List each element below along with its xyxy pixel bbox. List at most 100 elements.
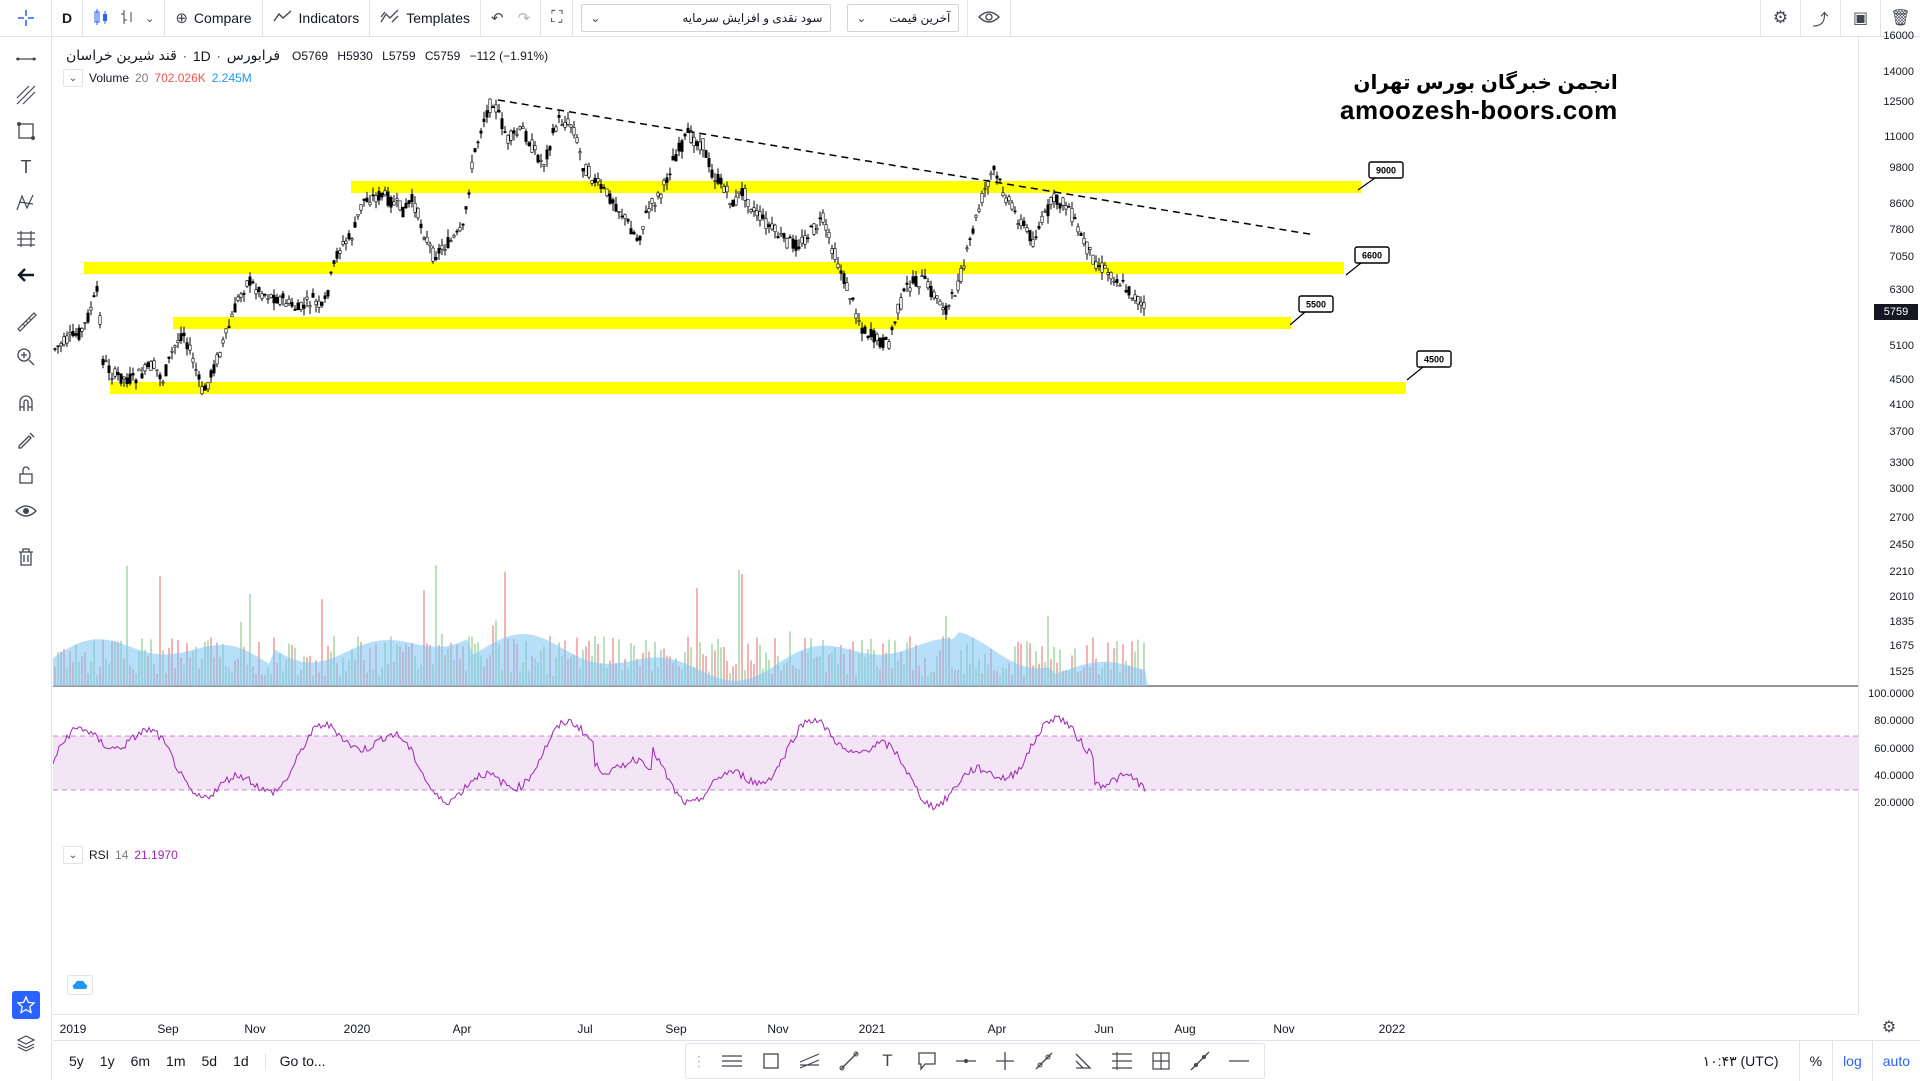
chart-type-button[interactable]: ⌄: [83, 0, 166, 37]
snapshot-button[interactable]: ▣: [1840, 0, 1880, 37]
volume-bar: [1074, 648, 1076, 686]
candle-body: [677, 142, 681, 152]
volume-bar: [723, 646, 725, 686]
zoom-in-icon[interactable]: [12, 343, 40, 371]
cloud-icon[interactable]: [67, 975, 93, 995]
callout-pointer: [1357, 177, 1376, 191]
magnet-icon[interactable]: [12, 389, 40, 417]
log-toggle[interactable]: log: [1832, 1041, 1872, 1081]
horizontal-lines-icon[interactable]: [712, 1044, 751, 1078]
price-source-dropdown[interactable]: ⌄ آخرین قیمت: [847, 4, 960, 32]
candle-body: [188, 344, 192, 351]
redo-icon[interactable]: ↷: [517, 10, 531, 27]
candle-body: [683, 133, 687, 137]
candle-body: [80, 327, 84, 332]
rectangle-icon[interactable]: [751, 1044, 790, 1078]
settings-button[interactable]: ⚙: [1760, 0, 1800, 37]
callout-icon[interactable]: [907, 1044, 946, 1078]
share-button[interactable]: ⤴: [1800, 0, 1840, 37]
range-button-5d[interactable]: 5d: [201, 1052, 218, 1069]
price-tick-label: 2010: [1889, 591, 1914, 603]
candle-body: [440, 245, 444, 250]
symbol-legend: قند شیرین خراسان · 1D · فرابورس O5769 H5…: [66, 47, 548, 64]
percent-toggle[interactable]: %: [1798, 1041, 1832, 1081]
chart-canvas[interactable]: 9000 6600 5500 4500: [53, 37, 1858, 1014]
candle-body: [815, 227, 819, 231]
fib-icon[interactable]: [1102, 1044, 1141, 1078]
level-callouts[interactable]: 9000 6600 5500 4500: [1289, 161, 1452, 381]
clock-time[interactable]: ۱۰:۴۳ (UTC): [1702, 1052, 1779, 1069]
auto-toggle[interactable]: auto: [1871, 1041, 1920, 1081]
favorites-star-icon[interactable]: [12, 991, 40, 1019]
text-icon[interactable]: T: [882, 1051, 893, 1070]
price-source-label: آخرین قیمت: [889, 11, 951, 25]
line-tool-icon[interactable]: [12, 45, 40, 73]
collapse-chevron-icon[interactable]: ⌄: [63, 846, 83, 864]
candle-body: [581, 167, 585, 172]
rectangle-tool-icon[interactable]: [12, 117, 40, 145]
range-button-1y[interactable]: 1y: [99, 1052, 115, 1069]
layers-icon[interactable]: [12, 1029, 40, 1057]
pattern-tool-icon[interactable]: [12, 189, 40, 217]
channel-icon[interactable]: [790, 1044, 829, 1078]
dividends-dropdown[interactable]: ⌄ سود نقدی و افزایش سرمایه: [581, 4, 832, 32]
candle-body: [881, 337, 885, 348]
candle-body: [473, 148, 477, 153]
trend-line-icon[interactable]: [829, 1044, 868, 1078]
volume-bar: [1047, 615, 1049, 686]
goto-button[interactable]: Go to...: [264, 1052, 340, 1069]
candle-body: [269, 294, 273, 298]
trendline[interactable]: [497, 99, 1316, 236]
candle-body: [866, 335, 870, 339]
candle-body: [248, 276, 252, 286]
axis-settings-gear-icon[interactable]: ⚙: [1881, 1019, 1897, 1036]
crosshair-icon[interactable]: [0, 0, 52, 37]
support-resistance-zones[interactable]: [84, 181, 1406, 394]
candle-body: [680, 140, 684, 152]
fullscreen-icon: ⛶: [551, 9, 563, 26]
candle-body: [518, 126, 522, 130]
angle-icon[interactable]: [1063, 1044, 1102, 1078]
pitchfork-tool-icon[interactable]: [12, 81, 40, 109]
prediction-tool-icon[interactable]: [12, 225, 40, 253]
horizontal-line-icon[interactable]: [1219, 1044, 1258, 1078]
interval-button[interactable]: D: [52, 0, 84, 37]
date-range-icon[interactable]: [1141, 1044, 1180, 1078]
candle-body: [77, 327, 81, 340]
candle-body: [716, 173, 720, 184]
symbol-name[interactable]: قند شیرین خراسان: [66, 47, 177, 63]
ruler-icon[interactable]: [12, 307, 40, 335]
time-axis[interactable]: 2019 Sep Nov 2020 Apr Jul Sep Nov 2021 Apr Jun Aug N…: [53, 1014, 1858, 1040]
price-axis[interactable]: 16000 14000 12500 11000 9800 8600 7800 7050 6300…: [1858, 30, 1920, 1014]
candle-body: [521, 126, 525, 129]
text-tool-icon[interactable]: T: [20, 156, 32, 177]
undo-icon[interactable]: ↶: [491, 10, 504, 27]
candle-body: [494, 104, 498, 113]
range-button-1m[interactable]: 1m: [166, 1052, 186, 1069]
extended-line-icon[interactable]: [1180, 1044, 1219, 1078]
unlock-icon[interactable]: [12, 461, 40, 489]
range-button-1d[interactable]: 1d: [233, 1052, 249, 1069]
templates-button[interactable]: Templates: [370, 0, 482, 37]
candle-body: [281, 293, 285, 299]
delete-button[interactable]: 🗑: [1880, 0, 1920, 37]
cross-line-icon[interactable]: [985, 1044, 1024, 1078]
pencil-lock-icon[interactable]: [12, 425, 40, 453]
compare-button[interactable]: ⊕ Compare: [165, 0, 263, 37]
candle-body: [485, 110, 489, 118]
ray-icon[interactable]: [1024, 1044, 1063, 1078]
arrow-left-icon[interactable]: [12, 261, 40, 289]
range-button-6m[interactable]: 6m: [130, 1052, 151, 1069]
drag-handle-icon[interactable]: ⋮: [692, 1052, 706, 1069]
visibility-button[interactable]: [967, 0, 1012, 37]
candle-body: [989, 173, 993, 176]
horizontal-ray-icon[interactable]: [946, 1044, 985, 1078]
collapse-chevron-icon[interactable]: ⌄: [63, 69, 83, 87]
range-button-5y[interactable]: 5y: [69, 1052, 84, 1069]
chevron-down-icon: ⌄: [856, 11, 867, 25]
eye-icon[interactable]: [12, 497, 40, 525]
volume-bar: [1143, 642, 1145, 686]
trash-icon[interactable]: [12, 543, 40, 571]
indicators-button[interactable]: Indicators: [263, 0, 371, 37]
fullscreen-button[interactable]: ⛶: [541, 0, 574, 37]
